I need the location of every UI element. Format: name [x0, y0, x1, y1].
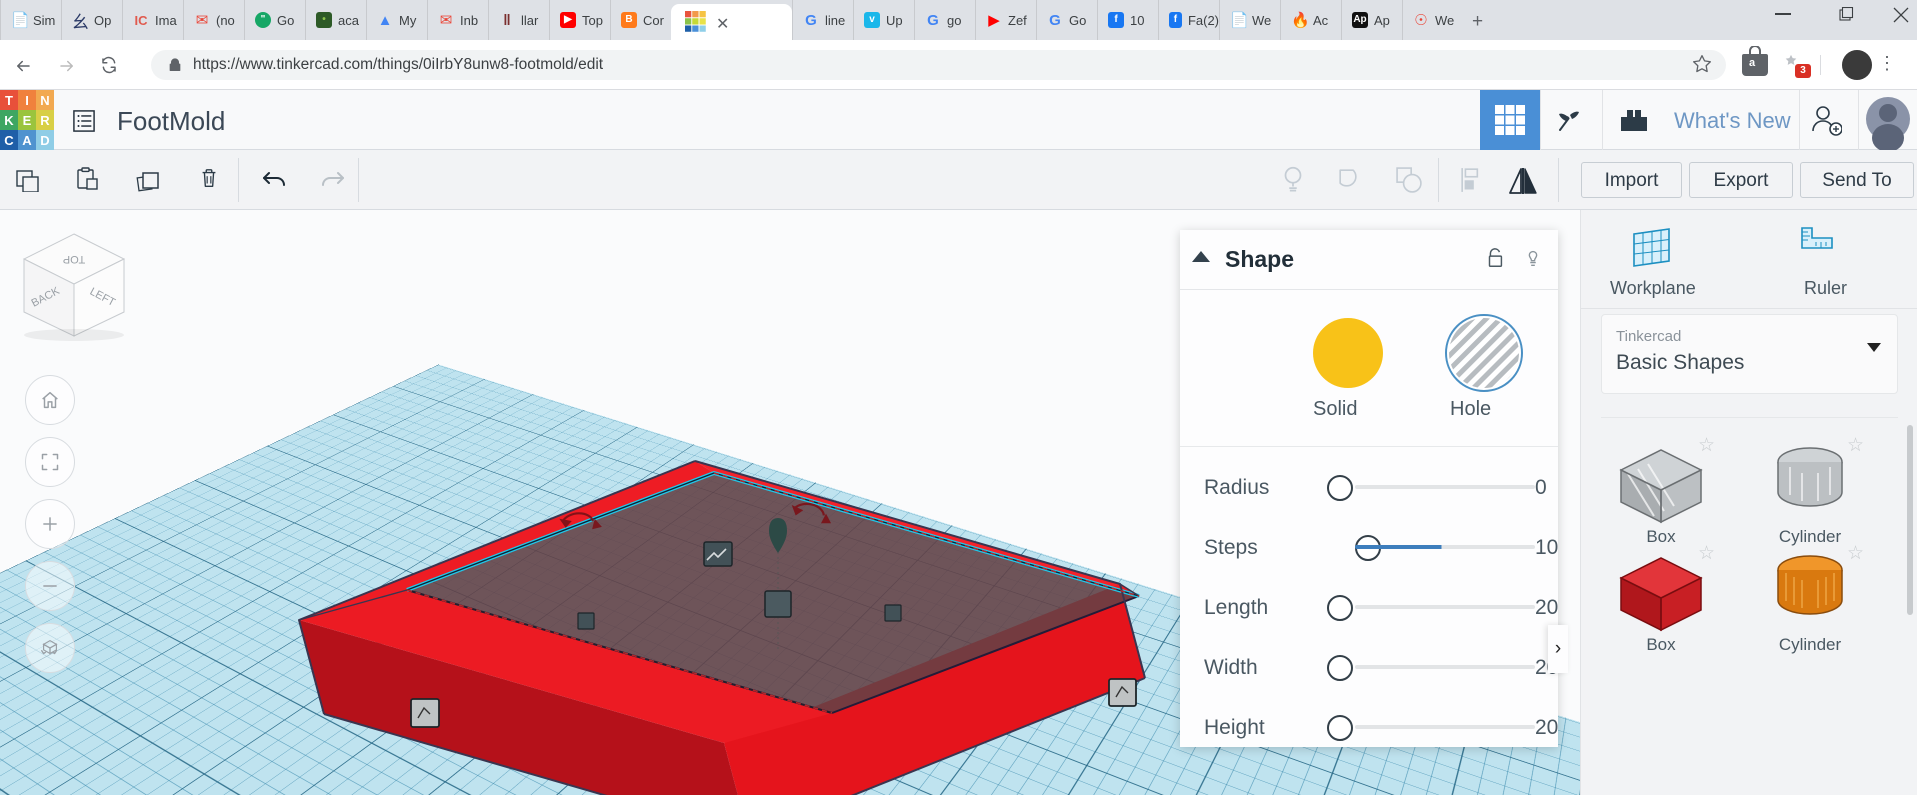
svg-text:I: I	[25, 93, 29, 108]
svg-text:A: A	[22, 133, 32, 148]
svg-text:T: T	[5, 93, 13, 108]
svg-text:TOP: TOP	[63, 253, 85, 265]
svg-text:E: E	[23, 113, 32, 128]
svg-text:D: D	[40, 133, 49, 148]
svg-text:C: C	[4, 133, 14, 148]
svg-text:N: N	[40, 93, 49, 108]
svg-text:K: K	[4, 113, 14, 128]
svg-text:R: R	[40, 113, 50, 128]
